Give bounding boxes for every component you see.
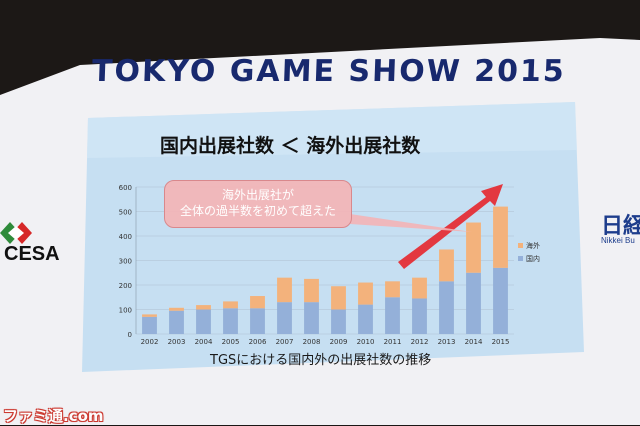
legend-label-overseas: 海外 (526, 241, 540, 250)
x-tick-label: 2012 (411, 338, 429, 346)
bar-domestic (385, 297, 400, 334)
bar-domestic (277, 302, 292, 334)
chart-caption: TGSにおける国内外の出展社数の推移 (210, 353, 432, 368)
bar-overseas (223, 301, 238, 309)
bar-domestic (169, 310, 184, 334)
y-tick-label: 400 (119, 233, 132, 241)
bar-domestic (358, 304, 373, 334)
bar-domestic (466, 272, 481, 334)
trend-arrow (398, 184, 503, 269)
legend-label-domestic: 国内 (526, 254, 540, 263)
bar-overseas (385, 281, 400, 298)
bar-overseas (304, 278, 319, 303)
x-tick-label: 2015 (492, 338, 510, 346)
x-tick-label: 2004 (195, 338, 213, 346)
bar-overseas (142, 314, 157, 317)
y-tick-label: 200 (119, 282, 132, 290)
bar-domestic (493, 267, 508, 334)
x-tick-label: 2005 (222, 338, 240, 346)
bar-overseas (250, 296, 265, 309)
bar-domestic (223, 308, 238, 334)
x-tick-label: 2002 (141, 338, 159, 346)
nikkei-logo-subtext: Nikkei Bu (601, 236, 635, 245)
y-tick-label: 0 (128, 331, 132, 339)
bar-overseas (169, 307, 184, 311)
bar-domestic (412, 298, 427, 334)
x-tick-label: 2007 (276, 338, 294, 346)
nikkei-logo: 日経 (601, 214, 640, 239)
bar-domestic (142, 316, 157, 334)
y-tick-label: 500 (119, 209, 132, 217)
callout-bubble: 海外出展社が 全体の過半数を初めて超えた (164, 180, 352, 228)
bar-overseas (277, 277, 292, 303)
x-tick-label: 2006 (249, 338, 267, 346)
bar-domestic (304, 302, 319, 334)
x-tick-label: 2014 (465, 338, 483, 346)
x-tick-label: 2008 (303, 338, 321, 346)
watermark-logo: ファミ通.com (3, 407, 104, 425)
bar-overseas (358, 282, 373, 305)
bar-overseas (439, 249, 454, 282)
slide-title: 国内出展社数 ＜ 海外出展社数 (160, 135, 421, 157)
callout-pointer (350, 214, 472, 232)
y-tick-label: 600 (119, 184, 132, 192)
legend-swatch-domestic (518, 256, 523, 261)
bar-overseas (331, 286, 346, 310)
cesa-logo-mark (0, 222, 32, 244)
cesa-logo-text: CESA (4, 243, 60, 265)
callout-line-1: 海外出展社が (221, 188, 294, 202)
bar-overseas (412, 277, 427, 299)
bar-domestic (439, 281, 454, 334)
y-tick-label: 300 (119, 258, 132, 266)
bar-domestic (250, 308, 265, 334)
projection-screen (82, 102, 584, 372)
x-tick-label: 2009 (330, 338, 348, 346)
x-tick-label: 2011 (384, 338, 402, 346)
x-tick-label: 2013 (438, 338, 456, 346)
y-tick-label: 100 (119, 307, 132, 315)
bar-domestic (331, 309, 346, 334)
bar-overseas (493, 206, 508, 268)
bar-overseas (466, 222, 481, 273)
legend-swatch-overseas (518, 243, 523, 248)
bar-overseas (196, 305, 211, 310)
bar-domestic (196, 309, 211, 334)
x-tick-label: 2003 (168, 338, 186, 346)
callout-line-2: 全体の過半数を初めて超えた (179, 204, 336, 218)
x-tick-label: 2010 (357, 338, 375, 346)
